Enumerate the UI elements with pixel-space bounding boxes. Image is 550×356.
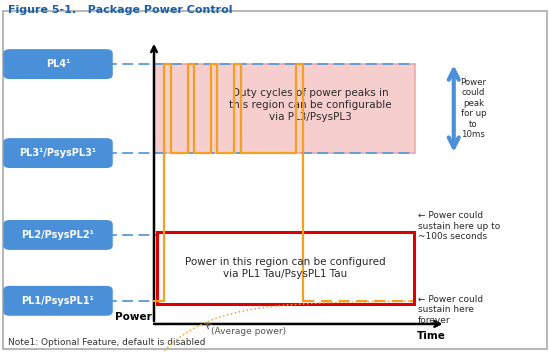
Text: (Average power): (Average power)	[211, 326, 287, 336]
Text: Time: Time	[417, 331, 446, 341]
Bar	[154, 64, 415, 153]
Text: Note1: Optional Feature, default is disabled: Note1: Optional Feature, default is disa…	[8, 338, 206, 347]
Text: Figure 5-1.   Package Power Control: Figure 5-1. Package Power Control	[8, 5, 233, 15]
FancyBboxPatch shape	[3, 49, 113, 79]
Text: PL3¹/PsysPL3¹: PL3¹/PsysPL3¹	[19, 148, 97, 158]
Bar	[157, 232, 414, 304]
Text: Power
could
peak
for up
to
10ms: Power could peak for up to 10ms	[460, 78, 486, 139]
FancyBboxPatch shape	[3, 220, 113, 250]
FancyBboxPatch shape	[3, 138, 113, 168]
Text: Power in this region can be configured
via PL1 Tau/PsysPL1 Tau: Power in this region can be configured v…	[185, 257, 386, 279]
Text: PL4¹: PL4¹	[46, 59, 70, 69]
Text: PL2/PsysPL2¹: PL2/PsysPL2¹	[21, 230, 95, 240]
FancyBboxPatch shape	[3, 286, 113, 316]
Text: Power: Power	[114, 312, 151, 321]
Text: ← Power could
sustain here up to
~100s seconds: ← Power could sustain here up to ~100s s…	[418, 211, 500, 241]
Text: Duty cycles of power peaks in
this region can be configurable
via PL3/PsysPL3: Duty cycles of power peaks in this regio…	[229, 88, 392, 122]
Text: ← Power could
sustain here
forever: ← Power could sustain here forever	[418, 295, 483, 325]
Text: PL1/PsysPL1¹: PL1/PsysPL1¹	[21, 296, 95, 306]
